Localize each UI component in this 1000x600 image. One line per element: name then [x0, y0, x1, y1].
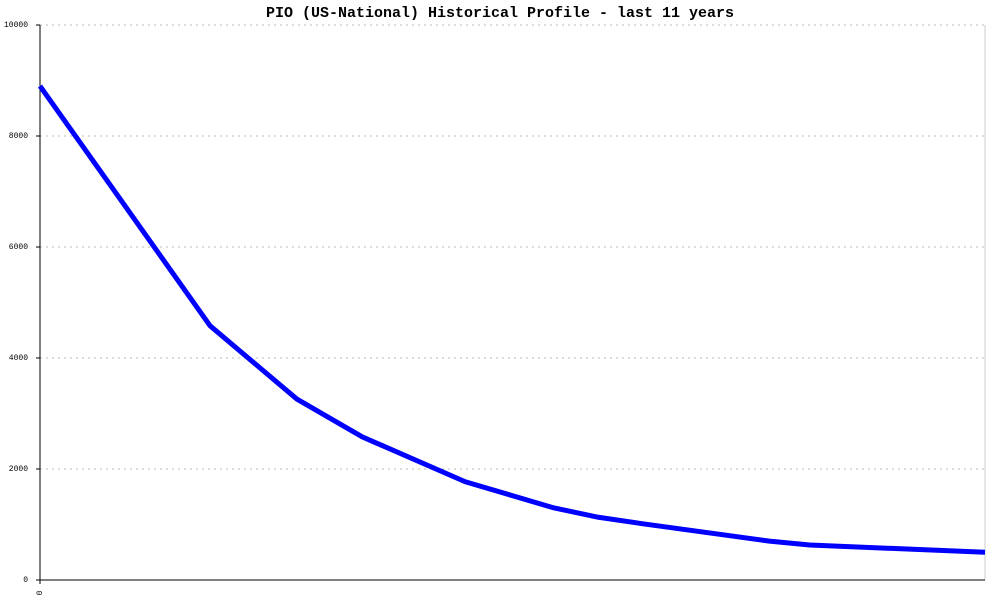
y-tick-label: 2000	[9, 465, 28, 474]
data-line	[37, 84, 986, 555]
x-tick-label: 0	[36, 590, 45, 595]
y-tick-label: 10000	[4, 21, 28, 30]
y-tick-label: 6000	[9, 243, 28, 252]
chart-title: PIO (US-National) Historical Profile - l…	[266, 5, 734, 22]
y-tick-label: 4000	[9, 354, 28, 363]
y-tick-label: 0	[23, 576, 28, 585]
y-tick-label: 8000	[9, 132, 28, 141]
